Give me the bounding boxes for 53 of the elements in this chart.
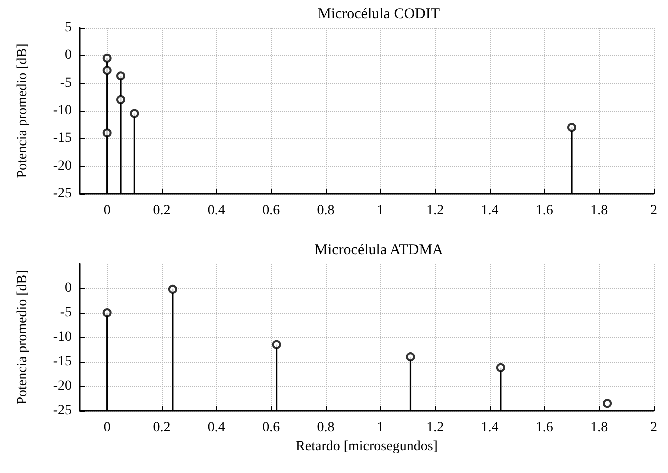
y-tick-label: -5 — [60, 306, 72, 320]
x-tick-label: 0.4 — [208, 420, 226, 436]
x-axis-title: Retardo [microsegundos] — [296, 439, 438, 454]
x-tick-label: 1.6 — [536, 204, 554, 218]
x-tick-label: 0.4 — [208, 204, 226, 218]
point — [568, 123, 576, 132]
x-tick-label: 1.6 — [536, 420, 554, 436]
point — [102, 66, 112, 76]
chart-title: Microcélula ATDMA — [314, 242, 444, 258]
point — [496, 363, 506, 372]
y-tick-label: -20 — [53, 158, 72, 174]
point — [102, 128, 112, 138]
x-tick-label: 0.2 — [153, 420, 171, 436]
point — [116, 72, 126, 81]
x-tick-label: 0.8 — [317, 420, 335, 436]
y-tick-label: 0 — [65, 281, 72, 296]
y-tick-label: -25 — [53, 186, 72, 202]
x-tick-label: 1.4 — [481, 420, 499, 436]
x-tick-label: 2 — [650, 420, 658, 436]
x-tick-label: 1 — [377, 204, 384, 218]
x-tick-label: 1.4 — [481, 204, 499, 218]
x-tick-label: 1 — [377, 420, 384, 436]
point — [603, 399, 612, 408]
x-tick-label: 0.8 — [317, 204, 335, 218]
y-tick-label: -15 — [53, 131, 72, 146]
point — [102, 54, 112, 63]
point — [102, 308, 112, 318]
x-tick-label: 0 — [104, 204, 111, 218]
y-tick-label: -10 — [53, 330, 72, 345]
point — [406, 352, 416, 362]
x-tick-label: 1.8 — [590, 420, 608, 436]
y-axis-title: Potencia promedio [dB] — [16, 270, 30, 405]
x-tick-label: 0.2 — [153, 204, 171, 218]
y-tick-label: -20 — [53, 379, 72, 394]
y-tick-label: 0 — [65, 48, 72, 64]
point — [168, 284, 178, 294]
x-tick-label: 0.6 — [262, 204, 280, 218]
x-tick-label: 1.2 — [426, 420, 444, 436]
point — [116, 95, 126, 104]
x-tick-label: 2 — [650, 204, 658, 218]
y-tick-label: -25 — [53, 404, 72, 418]
x-tick-label: 0.6 — [262, 420, 280, 436]
y-tick-label: -15 — [53, 354, 72, 370]
x-tick-label: 0 — [104, 420, 111, 436]
y-tick-label: 5 — [65, 20, 72, 36]
y-tick-label: -5 — [60, 76, 72, 91]
x-tick-label: 1.2 — [426, 204, 444, 218]
point — [272, 340, 282, 350]
point — [130, 109, 140, 118]
y-axis-title: Potencia promedio [dB] — [16, 44, 30, 178]
x-tick-label: 1.8 — [590, 204, 608, 218]
chart-title: Microcélula CODIT — [318, 6, 440, 22]
y-tick-label: -10 — [53, 104, 72, 118]
